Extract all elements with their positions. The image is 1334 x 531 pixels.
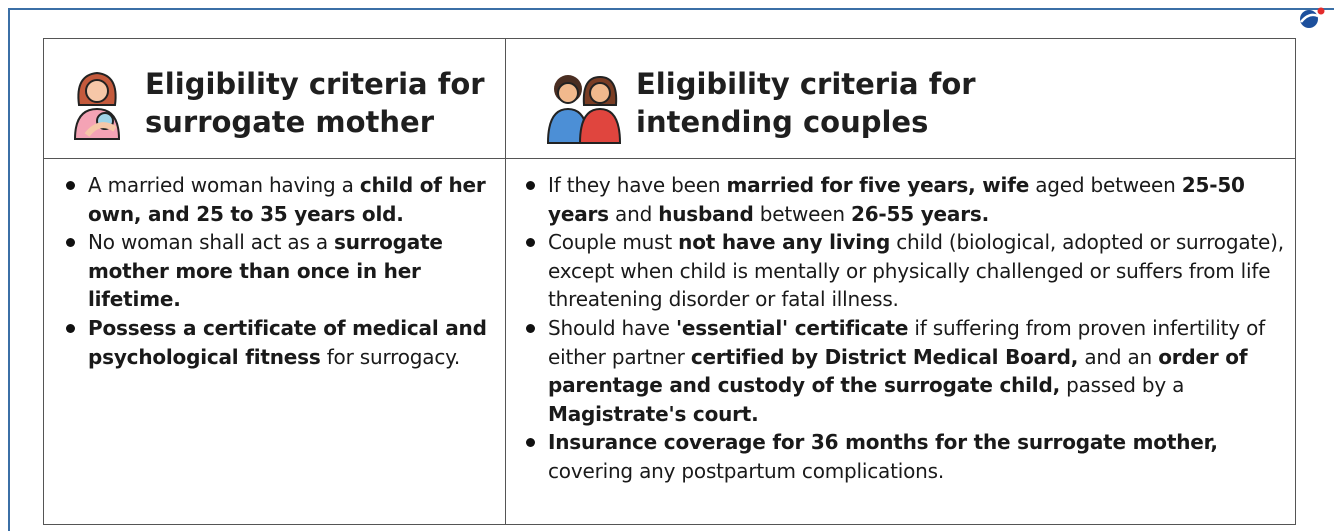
bold-text: 25-50 years [548,173,1245,226]
header-cell: Eligibility criteria for intending coupl… [636,67,976,139]
text: if suffering from proven infertility of … [548,315,1265,369]
column-divider [505,39,506,524]
criteria-item: Insurance coverage for 36 months for the… [526,428,1286,485]
text: child (biological, adopted or surrogate)… [548,230,1284,312]
bold-text: Magistrate's court. [548,401,759,426]
text: No woman shall act as a [88,230,335,255]
bold-text: certified by District Medical Board, [690,344,1079,369]
criteria-item: If they have been married for five years… [526,171,1286,228]
bold-text: 'essential' certificate [675,315,909,340]
bold-text: 26-55 years. [850,201,989,226]
text: between [753,201,851,226]
bold-text: married for five years, wife [726,173,1030,197]
text: A married woman having a [88,173,360,197]
bold-text: order of parentage and custody of the su… [548,344,1248,398]
bold-text: child of her own, and 25 to 35 years old… [88,173,486,226]
header-divider [44,158,1295,159]
couple-icon [546,75,622,144]
text: aged between [1029,173,1182,197]
bold-text: not have any living [678,230,891,255]
frame [8,8,1334,531]
header-cell: Eligibility criteria for surrogate mothe… [145,67,485,139]
text: Should have [548,315,676,340]
bold-text: husband [658,201,754,226]
table: Eligibility criteria for surrogate mothe… [43,38,1296,525]
criteria-item: Couple must not have any living child (b… [526,228,1286,314]
criteria-item: A married woman having a child of her ow… [66,171,491,228]
bold-text: surrogate mother more than once in her l… [88,230,443,312]
mother-icon [73,71,121,140]
criteria-item: Possess a certificate of medical and psy… [66,314,491,371]
text: and an [1078,344,1159,369]
logo [1300,7,1325,28]
text: for surrogacy. [320,344,461,369]
text: and [608,201,659,226]
bold-text: Insurance coverage for 36 months for the… [548,430,1218,455]
text: covering any postpartum complications. [548,458,944,483]
criteria-list: A married woman having a child of her ow… [66,171,491,371]
criteria-item: No woman shall act as a surrogate mother… [66,228,491,314]
criteria-item: Should have 'essential' certificate if s… [526,314,1286,428]
text: If they have been [548,173,727,197]
text: passed by a [1059,373,1185,398]
criteria-list: If they have been married for five years… [526,171,1286,486]
bold-text: Possess a certificate of medical and psy… [88,315,487,369]
text: Couple must [548,230,679,255]
